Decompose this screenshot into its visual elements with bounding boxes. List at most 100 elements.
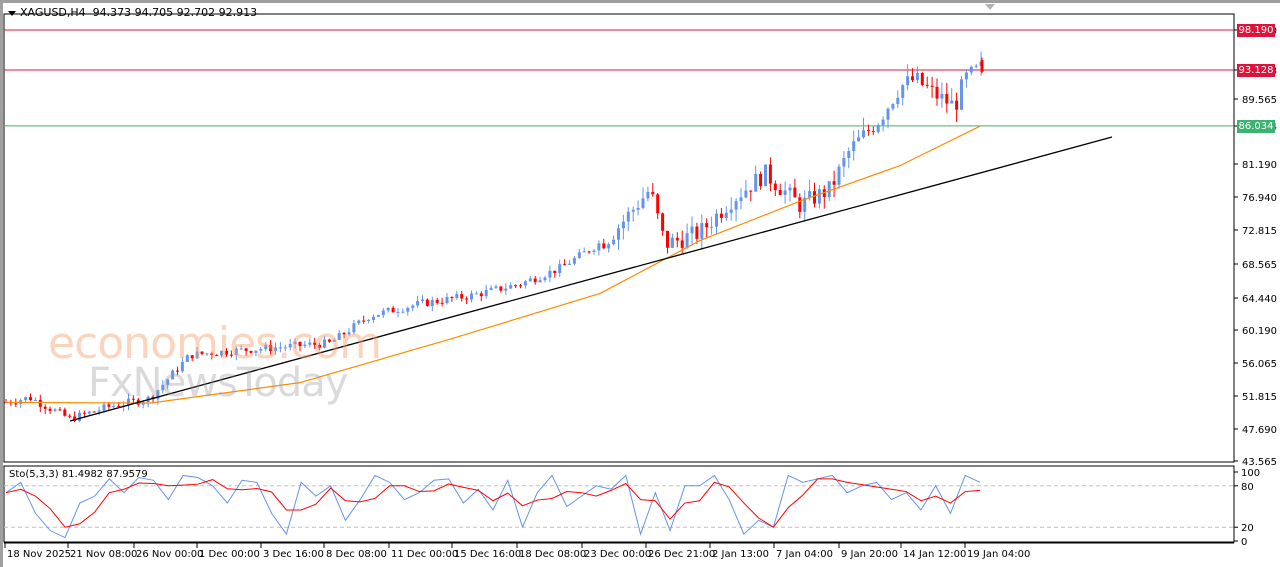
candle-body xyxy=(837,166,841,185)
candle-body xyxy=(107,404,111,407)
candle-body xyxy=(416,301,420,306)
x-tick-label: 8 Dec 08:00 xyxy=(326,549,387,560)
candle-body xyxy=(602,243,606,249)
candle-body xyxy=(166,379,170,385)
candle-body xyxy=(509,285,513,289)
x-tick-label: 19 Jan 04:00 xyxy=(967,549,1030,560)
candle-body xyxy=(852,141,856,152)
candle-body xyxy=(680,240,684,248)
candle-body xyxy=(176,370,179,372)
candle-body xyxy=(960,79,963,110)
candle-body xyxy=(901,85,905,98)
watermark-fxnewstoday: FxNewsToday xyxy=(88,360,348,406)
candle-body xyxy=(969,66,973,73)
chart-title: XAGUSD,H4 94.373 94.705 92.702 92.913 xyxy=(8,6,257,19)
candle-body xyxy=(229,354,233,356)
candle-body xyxy=(29,397,32,401)
candle-body xyxy=(940,93,944,99)
candle-body xyxy=(401,311,405,313)
candle-body xyxy=(612,239,616,245)
candle-body xyxy=(362,320,366,322)
price-tag-resistance-2: 93.128 xyxy=(1237,64,1275,77)
y-tick-label: 51.815 xyxy=(1242,392,1277,403)
candle-body xyxy=(48,408,52,411)
candle-body xyxy=(278,347,282,349)
candle-body xyxy=(729,209,733,213)
x-tick-label: 3 Dec 16:00 xyxy=(263,549,324,560)
y-tick-label: 68.565 xyxy=(1242,260,1277,271)
candle-body xyxy=(724,212,728,218)
candle-body xyxy=(514,285,518,287)
candle-body xyxy=(14,403,18,405)
candle-body xyxy=(915,72,919,81)
candle-body xyxy=(631,209,635,212)
candle-body xyxy=(200,351,204,354)
candle-body xyxy=(97,410,101,412)
candle-body xyxy=(886,108,890,120)
y-tick-label: 56.065 xyxy=(1242,359,1277,370)
x-tick-label: 2 Jan 13:00 xyxy=(712,549,769,560)
candle-body xyxy=(220,350,224,356)
candle-body xyxy=(636,208,640,210)
candle-body xyxy=(421,299,424,302)
dropdown-triangle-icon[interactable] xyxy=(8,10,16,16)
candle-body xyxy=(778,190,782,195)
symbol-label: XAGUSD,H4 xyxy=(20,6,86,19)
candle-body xyxy=(759,173,763,187)
candle-body xyxy=(813,191,816,204)
candle-body xyxy=(254,350,258,353)
window-left-border xyxy=(0,0,3,567)
candle-body xyxy=(367,319,371,321)
candle-body xyxy=(499,286,503,291)
candle-body xyxy=(327,339,331,342)
price-tag-resistance-1: 98.190 xyxy=(1237,24,1275,37)
candle-body xyxy=(73,416,77,421)
candle-body xyxy=(675,237,679,241)
candle-body xyxy=(876,125,880,132)
candle-body xyxy=(171,370,175,380)
candle-body xyxy=(465,298,469,300)
candle-body xyxy=(308,342,312,345)
candle-body xyxy=(906,76,910,86)
candle-body xyxy=(563,264,567,266)
candle-body xyxy=(127,398,130,406)
x-tick-label: 23 Dec 00:00 xyxy=(584,549,651,560)
candle-body xyxy=(225,350,228,355)
osc-tick-label: 100 xyxy=(1241,468,1260,479)
candle-body xyxy=(494,286,498,288)
candle-body xyxy=(523,281,527,286)
candle-body xyxy=(239,348,243,350)
candle-body xyxy=(538,280,542,283)
candle-body xyxy=(533,278,537,283)
candle-body xyxy=(68,415,72,417)
y-tick-label: 64.440 xyxy=(1242,294,1277,305)
candle-body xyxy=(587,251,591,253)
candle-body xyxy=(768,164,772,184)
candle-body xyxy=(479,293,483,297)
x-tick-label: 15 Dec 16:00 xyxy=(454,549,521,560)
osc-tick-label: 20 xyxy=(1241,523,1254,534)
candle-body xyxy=(58,409,62,411)
candle-body xyxy=(734,201,738,210)
candle-body xyxy=(945,93,949,104)
candle-body xyxy=(372,316,375,320)
candle-body xyxy=(739,197,743,202)
candle-body xyxy=(558,264,562,274)
candle-body xyxy=(719,213,723,218)
price-tag-support: 86.034 xyxy=(1237,120,1275,133)
last-candle-body xyxy=(980,60,984,72)
chart-shift-marker-icon[interactable] xyxy=(985,4,995,10)
x-tick-label: 26 Dec 21:00 xyxy=(648,549,715,560)
x-tick-label: 7 Jan 04:00 xyxy=(776,549,833,560)
candle-body xyxy=(92,411,96,413)
candle-body xyxy=(249,350,253,353)
candle-body xyxy=(376,314,380,317)
candle-body xyxy=(33,399,37,401)
candle-body xyxy=(352,323,356,333)
candle-body xyxy=(666,230,669,248)
x-tick-label: 1 Dec 00:00 xyxy=(199,549,260,560)
candle-body xyxy=(930,85,934,87)
candle-body xyxy=(440,302,444,304)
